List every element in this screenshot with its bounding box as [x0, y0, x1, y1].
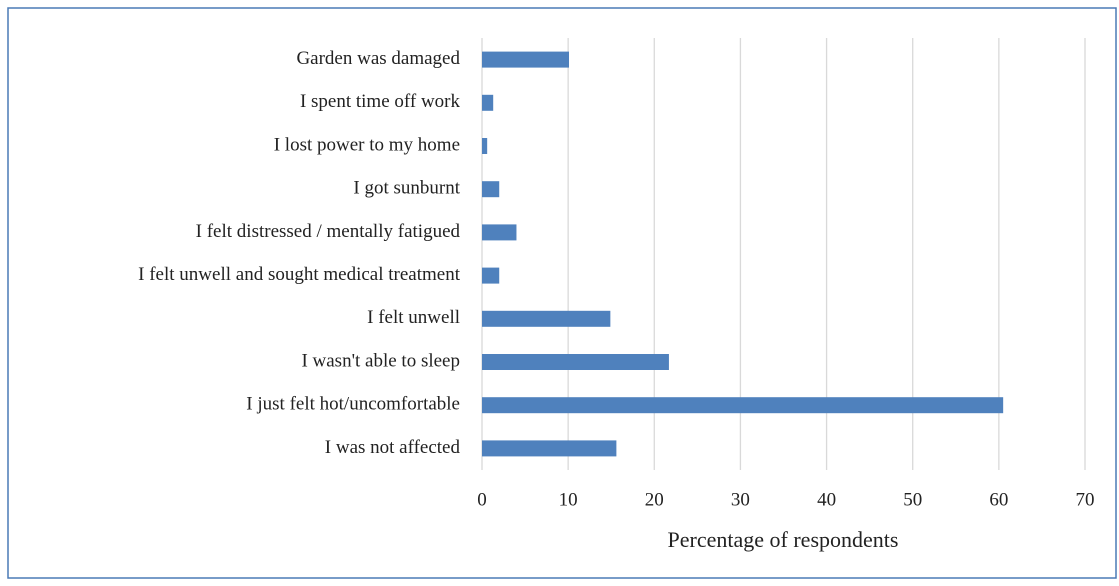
bar [482, 181, 500, 198]
x-tick-label: 0 [477, 489, 487, 510]
x-tick-label: 70 [1076, 489, 1095, 510]
y-tick-label: I just felt hot/uncomfortable [246, 394, 460, 415]
bar [482, 354, 669, 370]
x-tick-label: 30 [731, 489, 750, 510]
y-tick-label: I felt unwell and sought medical treatme… [138, 264, 461, 285]
x-tick-label: 10 [559, 489, 578, 510]
y-tick-label: I got sunburnt [353, 178, 460, 199]
y-tick-label: I felt distressed / mentally fatigued [196, 221, 461, 242]
bar [482, 94, 494, 111]
x-axis-label: Percentage of respondents [668, 527, 899, 552]
bar [482, 440, 617, 457]
y-tick-label: I was not affected [325, 437, 461, 458]
y-tick-label: I lost power to my home [274, 134, 460, 155]
y-tick-label: I felt unwell [367, 307, 460, 328]
bar [482, 51, 570, 68]
bar [482, 397, 1004, 414]
x-tick-label: 60 [989, 489, 1008, 510]
y-tick-label: I wasn't able to sleep [301, 350, 460, 371]
bar [482, 138, 488, 154]
frame [7, 7, 1117, 579]
y-tick-label: Garden was damaged [296, 48, 460, 69]
x-tick-label: 50 [903, 489, 922, 510]
bar [482, 224, 517, 241]
y-tick-label: I spent time off work [300, 91, 461, 112]
x-tick-label: 20 [645, 489, 664, 510]
bar [482, 310, 611, 327]
bar [482, 267, 500, 284]
x-tick-label: 40 [817, 489, 836, 510]
